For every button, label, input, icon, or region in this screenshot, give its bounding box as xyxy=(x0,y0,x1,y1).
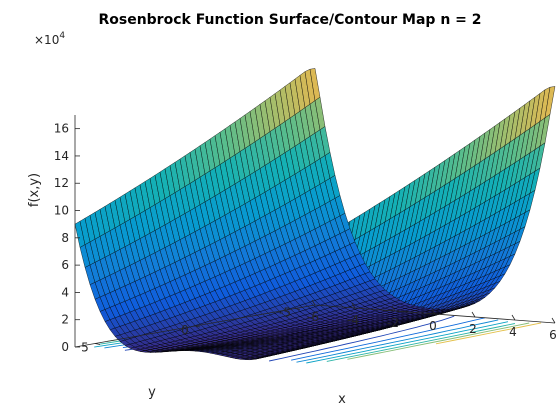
z-tick-label: 0 xyxy=(61,340,69,354)
x-tick-mark xyxy=(391,305,396,312)
y-axis-label: y xyxy=(148,385,156,400)
x-tick-label: 0 xyxy=(429,319,437,333)
x-tick-mark xyxy=(471,311,476,318)
x-tick-label: 2 xyxy=(469,322,477,336)
x-tick-mark xyxy=(431,308,436,315)
y-tick-mark xyxy=(294,308,301,310)
x-tick-mark xyxy=(551,317,556,324)
z-tick-label: 2 xyxy=(61,313,69,327)
surface-mesh xyxy=(74,68,556,361)
z-tick-label: 12 xyxy=(54,176,69,190)
x-tick-label: 6 xyxy=(549,328,557,342)
z-tick-label: 16 xyxy=(54,122,69,136)
y-tick-mark xyxy=(194,325,201,328)
z-exponent-power: 4 xyxy=(59,31,65,41)
z-axis-label: f(x,y) xyxy=(27,173,42,207)
x-tick-label: -4 xyxy=(347,313,359,327)
x-tick-mark xyxy=(351,302,356,309)
z-tick-label: 8 xyxy=(61,231,69,245)
x-tick-mark xyxy=(311,299,316,306)
y-tick-label: -5 xyxy=(279,306,291,320)
z-tick-label: 4 xyxy=(61,285,69,299)
y-tick-mark xyxy=(94,343,101,345)
x-tick-label: -2 xyxy=(387,316,399,330)
z-tick-label: 14 xyxy=(54,149,69,163)
z-tick-label: 10 xyxy=(54,204,69,218)
x-axis-label: x xyxy=(338,392,346,407)
x-tick-mark xyxy=(511,314,516,321)
x-tick-label: 4 xyxy=(509,325,517,339)
x-tick-label: -6 xyxy=(307,310,319,324)
surface-patch xyxy=(309,68,321,101)
z-exponent-base: ×10 xyxy=(34,33,59,47)
z-tick-label: 6 xyxy=(61,258,69,272)
y-tick-label: 0 xyxy=(181,323,189,337)
chart-title: Rosenbrock Function Surface/Contour Map … xyxy=(98,12,481,28)
z-exponent-label: ×104 xyxy=(34,31,65,47)
y-tick-label: 5 xyxy=(81,341,89,355)
